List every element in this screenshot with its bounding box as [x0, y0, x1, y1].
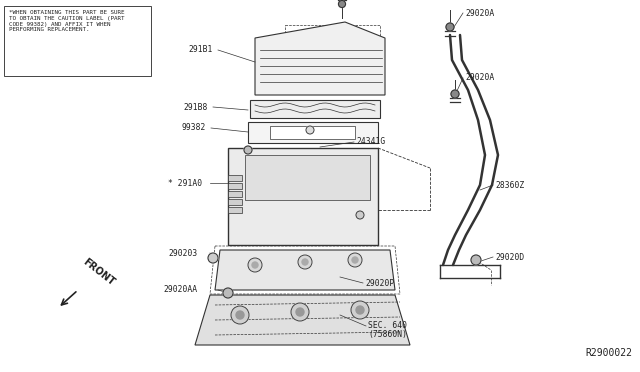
Polygon shape — [248, 122, 378, 143]
Circle shape — [244, 146, 252, 154]
Circle shape — [356, 306, 364, 314]
Text: 29020A: 29020A — [465, 9, 494, 17]
Circle shape — [446, 23, 454, 31]
Circle shape — [291, 303, 309, 321]
Text: 291B8: 291B8 — [183, 103, 207, 112]
Text: R2900022: R2900022 — [585, 348, 632, 358]
Text: 28360Z: 28360Z — [495, 180, 524, 189]
FancyBboxPatch shape — [4, 6, 151, 76]
Circle shape — [339, 0, 346, 7]
Polygon shape — [245, 155, 370, 200]
Text: 29020AA: 29020AA — [163, 285, 197, 295]
Circle shape — [298, 255, 312, 269]
Circle shape — [208, 253, 218, 263]
Text: 29020D: 29020D — [495, 253, 524, 262]
Polygon shape — [250, 100, 380, 118]
Circle shape — [252, 262, 258, 268]
Circle shape — [471, 255, 481, 265]
Polygon shape — [228, 199, 242, 205]
Circle shape — [306, 126, 314, 134]
Circle shape — [356, 211, 364, 219]
Text: 290203: 290203 — [168, 248, 197, 257]
Text: SEC. 640: SEC. 640 — [368, 321, 407, 330]
Polygon shape — [228, 148, 378, 245]
Circle shape — [223, 288, 233, 298]
Polygon shape — [215, 250, 395, 290]
Circle shape — [248, 258, 262, 272]
Polygon shape — [195, 295, 410, 345]
Text: * 291A0: * 291A0 — [168, 179, 202, 187]
Circle shape — [236, 311, 244, 319]
Text: 99382: 99382 — [181, 124, 205, 132]
Circle shape — [351, 301, 369, 319]
Text: 24341G: 24341G — [356, 138, 385, 147]
Circle shape — [302, 259, 308, 265]
Circle shape — [231, 306, 249, 324]
Text: 291B1: 291B1 — [188, 45, 212, 55]
Polygon shape — [270, 126, 355, 139]
Polygon shape — [228, 191, 242, 197]
Polygon shape — [228, 175, 242, 181]
Polygon shape — [255, 22, 385, 95]
Text: 29020A: 29020A — [465, 74, 494, 83]
Text: *WHEN OBTAINING THIS PART BE SURE
TO OBTAIN THE CAUTION LABEL (PART
CODE 99382) : *WHEN OBTAINING THIS PART BE SURE TO OBT… — [9, 10, 125, 32]
Circle shape — [352, 257, 358, 263]
Circle shape — [451, 90, 459, 98]
Text: FRONT: FRONT — [81, 257, 116, 288]
Text: (75860N): (75860N) — [368, 330, 407, 339]
Polygon shape — [228, 183, 242, 189]
Polygon shape — [228, 207, 242, 213]
Circle shape — [296, 308, 304, 316]
Text: 29020P: 29020P — [365, 279, 394, 288]
Circle shape — [348, 253, 362, 267]
